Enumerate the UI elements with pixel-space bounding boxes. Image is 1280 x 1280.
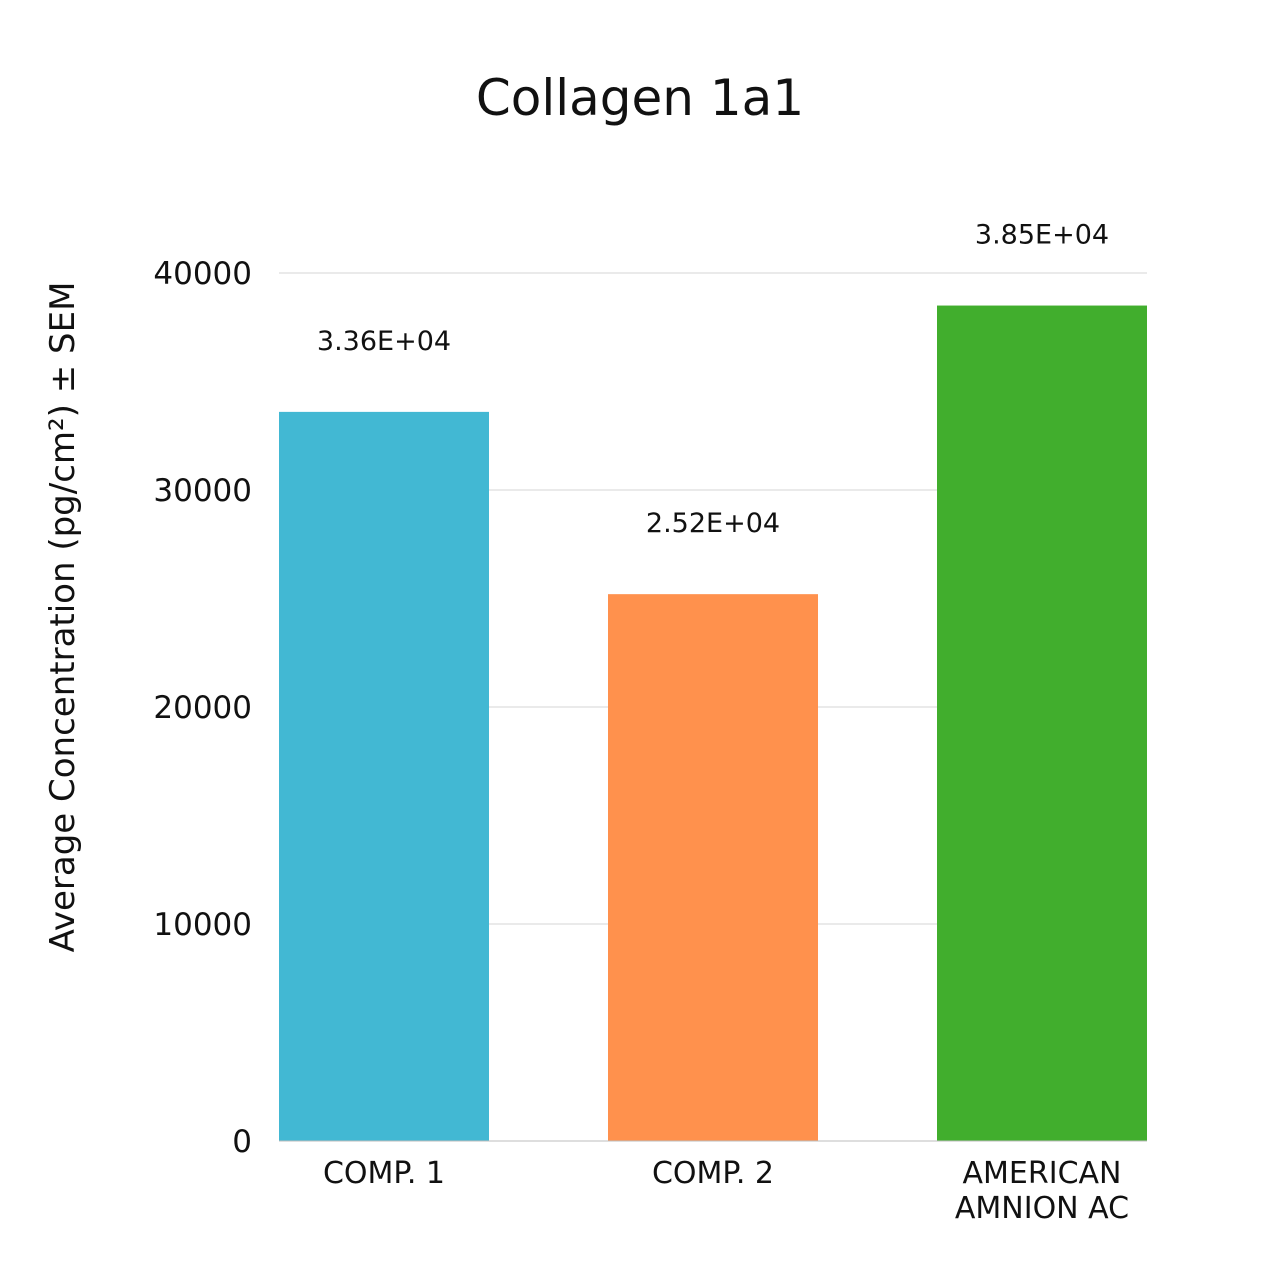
- bars: [279, 305, 1147, 1141]
- y-axis-label: Average Concentration (pg/cm²) ± SEM: [43, 282, 83, 953]
- chart-title: Collagen 1a1: [476, 69, 804, 127]
- x-category-label: COMP. 1: [323, 1156, 445, 1191]
- y-tick-label: 20000: [153, 690, 252, 726]
- data-labels: 3.36E+04 2.52E+04 3.85E+04: [317, 220, 1109, 540]
- bar: [937, 305, 1147, 1141]
- y-axis-ticks: 0 10000 20000 30000 40000: [153, 256, 252, 1160]
- y-tick-label: 10000: [153, 907, 252, 943]
- bar: [279, 411, 489, 1141]
- y-tick-label: 0: [232, 1124, 252, 1160]
- y-tick-label: 40000: [153, 256, 252, 292]
- y-tick-label: 30000: [153, 473, 252, 509]
- x-category-label: COMP. 2: [652, 1156, 774, 1191]
- data-label: 2.52E+04: [646, 508, 780, 539]
- data-label: 3.85E+04: [975, 220, 1109, 251]
- x-category-label: AMERICAN: [963, 1156, 1122, 1191]
- bar: [608, 594, 818, 1141]
- data-label: 3.36E+04: [317, 326, 451, 357]
- x-category-label: AMNION AC: [955, 1191, 1129, 1226]
